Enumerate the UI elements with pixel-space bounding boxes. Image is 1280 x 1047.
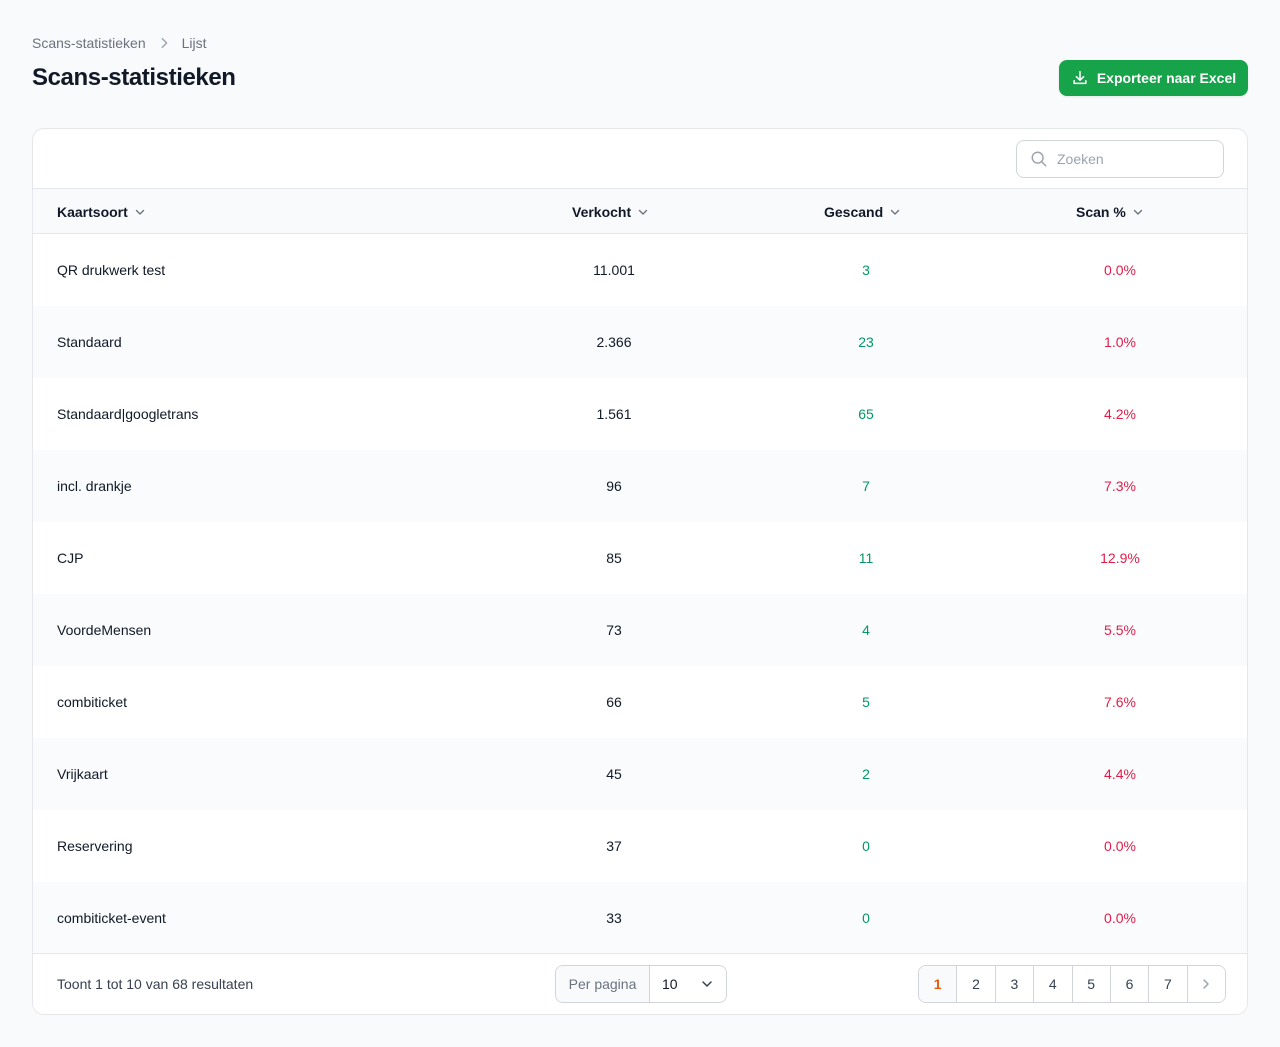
cell-gescand: 4 [862,622,870,638]
cell-kaartsoort: Reservering [57,838,133,854]
breadcrumb-parent-link[interactable]: Scans-statistieken [32,35,146,51]
cell-verkocht: 85 [606,550,622,566]
cell-verkocht: 66 [606,694,622,710]
column-label: Verkocht [572,203,632,220]
page-button-6[interactable]: 6 [1110,966,1150,1002]
column-header-gescand[interactable]: Gescand [824,189,901,234]
breadcrumb-current: Lijst [181,35,207,51]
search-input[interactable] [1057,151,1207,167]
table-row: Standaard 2.366 23 1.0% [33,306,1247,378]
stats-table-card: Kaartsoort Verkocht Gescand Scan % QR dr… [32,128,1248,1015]
column-header-scan-pct[interactable]: Scan % [1076,189,1144,234]
cell-scan-pct: 0.0% [1104,838,1136,854]
search-icon [1030,150,1048,168]
cell-gescand: 0 [862,838,870,854]
cell-verkocht: 2.366 [596,334,632,350]
cell-gescand: 23 [858,334,874,350]
cell-gescand: 7 [862,478,870,494]
per-page-select[interactable]: 10 [650,966,726,1002]
page-button-2[interactable]: 2 [957,966,996,1002]
chevron-right-icon [156,35,172,51]
download-icon [1071,69,1089,87]
cell-verkocht: 37 [606,838,622,854]
chevron-down-icon [637,206,649,218]
cell-scan-pct: 0.0% [1104,910,1136,926]
page-button-7[interactable]: 7 [1149,966,1188,1002]
table-row: CJP 85 11 12.9% [33,522,1247,594]
table-row: VoordeMensen 73 4 5.5% [33,594,1247,666]
cell-scan-pct: 5.5% [1104,622,1136,638]
results-summary: Toont 1 tot 10 van 68 resultaten [57,976,254,992]
table-header: Kaartsoort Verkocht Gescand Scan % [33,189,1247,234]
table-row: Standaard|googletrans 1.561 65 4.2% [33,378,1247,450]
page-button-5[interactable]: 5 [1072,966,1111,1002]
page-button-3[interactable]: 3 [995,966,1035,1002]
table-row: combiticket-event 33 0 0.0% [33,882,1247,954]
per-page-value: 10 [662,976,678,992]
cell-kaartsoort: Vrijkaart [57,766,108,782]
export-button-label: Exporteer naar Excel [1096,70,1237,86]
table-toolbar [33,129,1247,189]
chevron-right-icon [1199,977,1213,991]
cell-verkocht: 11.001 [593,262,635,278]
pagination: 1 2 3 4 5 6 7 [918,965,1226,1003]
per-page-label: Per pagina [556,966,650,1002]
cell-gescand: 3 [862,262,870,278]
table-footer: Toont 1 tot 10 van 68 resultaten Per pag… [33,953,1247,1014]
chevron-down-icon [700,977,714,991]
table-body: QR drukwerk test 11.001 3 0.0% Standaard… [33,234,1247,954]
cell-scan-pct: 4.2% [1104,406,1136,422]
cell-verkocht: 33 [606,910,622,926]
cell-scan-pct: 1.0% [1104,334,1136,350]
cell-verkocht: 1.561 [596,406,632,422]
column-label: Scan % [1076,203,1126,220]
cell-kaartsoort: incl. drankje [57,478,132,494]
column-header-verkocht[interactable]: Verkocht [572,189,649,234]
page-button-4[interactable]: 4 [1034,966,1073,1002]
breadcrumb: Scans-statistieken Lijst [32,35,207,51]
cell-kaartsoort: CJP [57,550,84,566]
search-box[interactable] [1016,140,1224,178]
cell-scan-pct: 0.0% [1104,262,1136,278]
table-row: QR drukwerk test 11.001 3 0.0% [33,234,1247,306]
cell-kaartsoort: combiticket-event [57,910,166,926]
page-title: Scans-statistieken [32,64,236,91]
cell-gescand: 11 [858,550,874,566]
cell-scan-pct: 7.3% [1104,478,1136,494]
cell-gescand: 65 [858,406,874,422]
table-row: incl. drankje 96 7 7.3% [33,450,1247,522]
cell-kaartsoort: Standaard|googletrans [57,406,199,422]
export-excel-button[interactable]: Exporteer naar Excel [1059,60,1248,96]
cell-gescand: 0 [862,910,870,926]
column-header-kaartsoort[interactable]: Kaartsoort [57,189,146,234]
cell-kaartsoort: QR drukwerk test [57,262,166,278]
column-label: Kaartsoort [57,203,128,220]
table-row: combiticket 66 5 7.6% [33,666,1247,738]
cell-verkocht: 96 [606,478,622,494]
cell-kaartsoort: combiticket [57,694,128,710]
cell-kaartsoort: Standaard [57,334,122,350]
cell-verkocht: 45 [606,766,622,782]
cell-scan-pct: 4.4% [1104,766,1136,782]
chevron-down-icon [1132,206,1144,218]
next-page-button[interactable] [1187,966,1225,1002]
cell-gescand: 5 [862,694,870,710]
per-page-control: Per pagina 10 [555,965,727,1003]
table-row: Vrijkaart 45 2 4.4% [33,738,1247,810]
column-label: Gescand [824,203,884,220]
cell-scan-pct: 7.6% [1104,694,1136,710]
chevron-down-icon [889,206,901,218]
cell-scan-pct: 12.9% [1100,550,1140,566]
table-row: Reservering 37 0 0.0% [33,810,1247,882]
cell-kaartsoort: VoordeMensen [57,622,152,638]
chevron-down-icon [134,206,146,218]
cell-gescand: 2 [862,766,870,782]
page-button-1[interactable]: 1 [919,966,958,1002]
cell-verkocht: 73 [606,622,622,638]
